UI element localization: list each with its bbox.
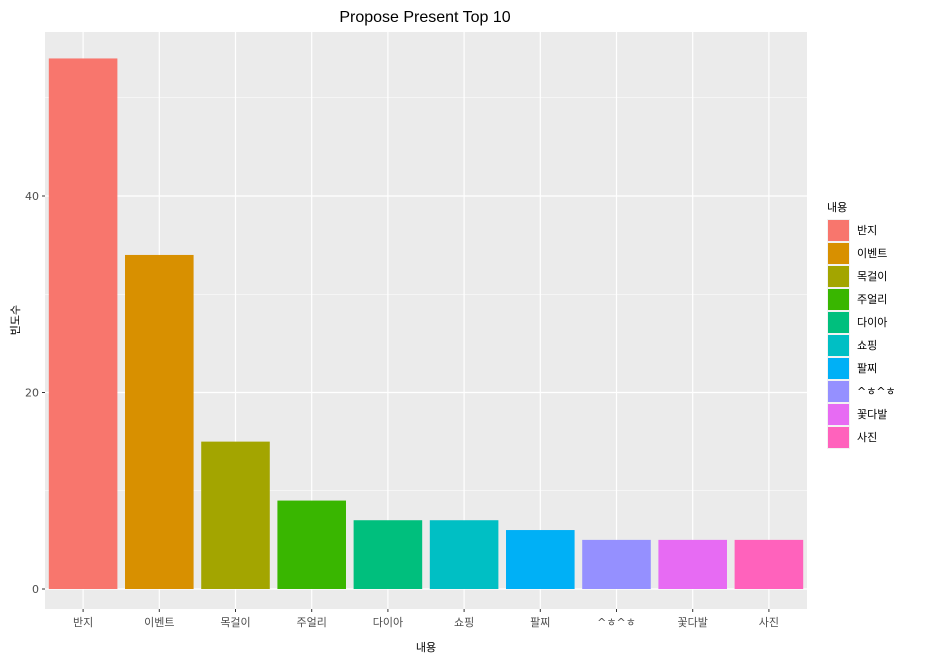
legend-swatch (828, 381, 849, 402)
y-axis-title: 빈도수 (9, 305, 22, 335)
x-axis-ticks: 반지 이벤트 목걸이 주얼리 다이아 쇼핑 팔찌 ^ㅎ^ㅎ 꽃다발 사진 (73, 609, 779, 629)
legend-swatch (828, 289, 849, 310)
legend-label: 반지 (857, 224, 877, 237)
legend-swatch (828, 243, 849, 264)
x-tick-label: 주얼리 (297, 615, 327, 629)
legend-label: 목걸이 (857, 270, 887, 283)
x-tick-label: 반지 (73, 616, 93, 629)
legend-label: 다이아 (857, 316, 887, 329)
legend-label: 쇼핑 (857, 339, 877, 352)
legend-label: 팔찌 (857, 362, 877, 375)
legend-label: ^ㅎ^ㅎ (857, 385, 896, 398)
y-tick-label: 20 (25, 387, 39, 400)
bar (658, 539, 727, 589)
chart-title: Propose Present Top 10 (339, 9, 510, 26)
x-tick-label: 이벤트 (144, 616, 174, 629)
y-axis-ticks: 0 20 40 (25, 190, 45, 596)
legend-swatch (828, 312, 849, 333)
legend-title: 내용 (827, 201, 847, 214)
legend-swatch (828, 358, 849, 379)
legend-label: 주얼리 (857, 292, 887, 306)
bar (734, 539, 804, 589)
bar (277, 500, 346, 589)
bar (353, 520, 423, 589)
bar (201, 441, 270, 589)
bar (125, 254, 194, 589)
legend-swatch (828, 427, 849, 448)
bars (48, 58, 804, 589)
x-tick-label: 꽃다발 (678, 616, 708, 629)
legend-swatch (828, 220, 849, 241)
bar (506, 530, 575, 589)
bar (429, 520, 499, 589)
bar (48, 58, 118, 589)
legend-label: 사진 (857, 431, 877, 444)
bar (582, 539, 651, 589)
x-tick-label: 쇼핑 (454, 616, 474, 629)
x-tick-label: 목걸이 (220, 616, 250, 629)
y-tick-label: 40 (25, 190, 39, 203)
legend-label: 이벤트 (857, 247, 887, 260)
x-tick-label: 팔찌 (530, 616, 550, 629)
legend-label: 꽃다발 (857, 408, 887, 421)
x-tick-label: 다이아 (373, 616, 403, 629)
x-tick-label: ^ㅎ^ㅎ (597, 616, 636, 629)
legend-swatch (828, 335, 849, 356)
legend-swatch (828, 404, 849, 425)
x-axis-title: 내용 (416, 641, 436, 654)
x-tick-label: 사진 (759, 616, 779, 629)
legend-swatch (828, 266, 849, 287)
y-tick-label: 0 (32, 583, 39, 596)
